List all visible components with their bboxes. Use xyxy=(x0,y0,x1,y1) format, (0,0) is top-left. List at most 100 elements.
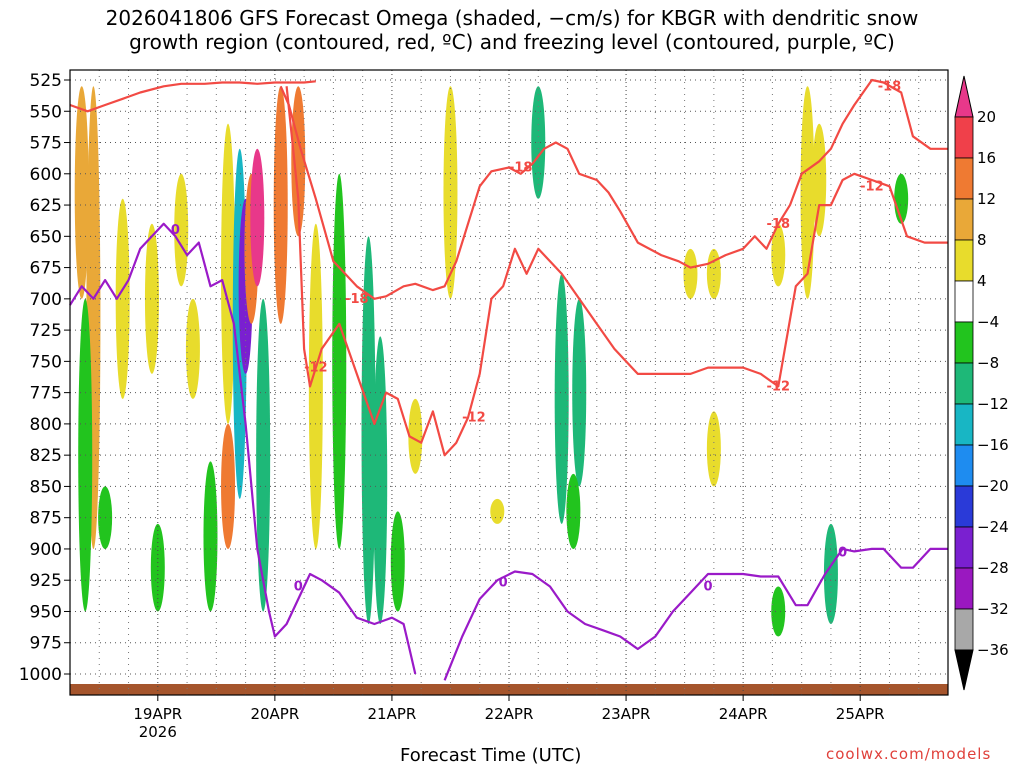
omega-shading-cell xyxy=(572,298,587,487)
contour-label: -18 xyxy=(878,79,902,94)
colorbar-label: 8 xyxy=(977,231,987,249)
colorbar-label: 12 xyxy=(977,190,996,208)
y-tick-label: 825 xyxy=(30,446,62,466)
contour-line xyxy=(69,222,417,675)
omega-shading-cell xyxy=(390,511,405,612)
chart-title: 2026041806 GFS Forecast Omega (shaded, −… xyxy=(105,6,919,54)
y-tick-label: 675 xyxy=(30,259,62,279)
colorbar-box xyxy=(954,321,974,364)
omega-shading-cell xyxy=(361,236,376,624)
contour-label: -12 xyxy=(304,361,328,376)
x-tick-label: 22APR xyxy=(485,705,534,723)
x-tick-label: 24APR xyxy=(719,705,768,723)
y-tick-label: 850 xyxy=(30,477,62,497)
y-tick-label: 900 xyxy=(30,540,62,560)
contour-labels: -18 -18 -18 -18 -12 -12 -12 -12 0 0 0 0 0 xyxy=(171,79,901,594)
colorbar-box xyxy=(954,239,974,282)
y-tick-label: 725 xyxy=(30,321,62,341)
omega-shading-cell xyxy=(566,473,581,549)
omega-shading-cell xyxy=(683,248,698,299)
omega-shading-cell xyxy=(554,273,569,524)
colorbar-box xyxy=(954,526,974,569)
y-tick-label: 700 xyxy=(30,290,62,310)
x-tick-label: 19APR xyxy=(133,705,182,723)
colorbar-bottom-arrow xyxy=(954,649,974,691)
omega-shading-cell xyxy=(443,86,458,299)
y-axis: 525 550 575 600 625 650 675 700 725 750 775 800 825 8… xyxy=(19,71,70,685)
terrain-layer xyxy=(70,684,948,695)
contour-label: -18 xyxy=(345,292,369,307)
y-tick-label: 650 xyxy=(30,227,62,247)
omega-shading-cell xyxy=(771,586,786,637)
contour-label: 0 xyxy=(703,579,712,594)
colorbar-label: 16 xyxy=(977,149,996,167)
contour-label: -12 xyxy=(860,179,884,194)
omega-shading-cell xyxy=(308,223,323,549)
y-tick-label: 575 xyxy=(30,134,62,154)
y-tick-label: 950 xyxy=(30,602,62,622)
colorbar-label: 4 xyxy=(977,272,987,290)
colorbar-box xyxy=(954,485,974,528)
omega-shading-cell xyxy=(771,223,786,287)
x-tick-label: 20APR xyxy=(250,705,299,723)
credit-link[interactable]: coolwx.com/models xyxy=(826,745,992,763)
omega-shading-cell xyxy=(221,423,236,549)
y-tick-label: 550 xyxy=(30,102,62,122)
colorbar-label: −32 xyxy=(977,600,1009,618)
x-tick-label: 25APR xyxy=(836,705,885,723)
colorbar-label: −8 xyxy=(977,354,999,372)
x-tick-label: 21APR xyxy=(368,705,417,723)
contour-label: 0 xyxy=(294,579,303,594)
y-tick-label: 800 xyxy=(30,415,62,435)
colorbar-label: −28 xyxy=(977,559,1009,577)
y-tick-label: 1000 xyxy=(19,665,62,685)
contour-label: -12 xyxy=(767,379,791,394)
contour-line xyxy=(69,80,316,113)
omega-shading-cell xyxy=(823,523,838,624)
contour-label: 0 xyxy=(171,223,180,238)
colorbar-label: −4 xyxy=(977,313,999,331)
contour-label: -18 xyxy=(509,161,533,176)
contour-line xyxy=(443,547,948,681)
omega-shading-cell xyxy=(221,123,236,424)
omega-shading-cell xyxy=(115,198,130,399)
omega-shading-cell xyxy=(800,86,815,299)
colorbar-box xyxy=(954,362,974,405)
terrain-band xyxy=(70,684,948,695)
omega-shading-cell xyxy=(74,86,89,299)
x-axis-title: Forecast Time (UTC) xyxy=(400,745,582,766)
colorbar-box xyxy=(954,198,974,241)
x-tick-sublabel: 2026 xyxy=(139,723,177,741)
y-tick-label: 975 xyxy=(30,634,62,654)
y-tick-label: 875 xyxy=(30,509,62,529)
omega-shading-cell xyxy=(408,398,423,474)
colorbar-top-arrow xyxy=(954,75,974,118)
colorbar-box xyxy=(954,444,974,487)
contour-line xyxy=(285,86,948,457)
omega-shading-cell xyxy=(203,461,218,612)
colorbar: 20 16 12 8 4 −4 −8 −12 −16 −20 −24 −28 −32 −36 xyxy=(954,75,1009,691)
y-tick-label: 525 xyxy=(30,71,62,91)
grid-layer xyxy=(70,70,948,695)
colorbar-label: −24 xyxy=(977,518,1009,536)
omega-shading-cell xyxy=(373,336,388,624)
y-tick-label: 625 xyxy=(30,196,62,216)
colorbar-label: −12 xyxy=(977,395,1009,413)
x-tick-label: 23APR xyxy=(602,705,651,723)
omega-shading-cell xyxy=(706,248,721,299)
omega-shading-cell xyxy=(185,298,200,399)
y-tick-label: 775 xyxy=(30,384,62,404)
colorbar-label: −36 xyxy=(977,641,1009,659)
y-tick-label: 750 xyxy=(30,352,62,372)
omega-shading-cell xyxy=(332,173,347,549)
y-tick-label: 925 xyxy=(30,571,62,591)
omega-shading-cell xyxy=(490,498,505,524)
omega-shading-cell xyxy=(256,298,271,612)
omega-shading-cell xyxy=(812,123,827,237)
colorbar-label: 20 xyxy=(977,108,996,126)
colorbar-box xyxy=(954,280,974,323)
contour-label: -12 xyxy=(462,411,486,426)
contour-label: 0 xyxy=(838,546,847,561)
contour-layer xyxy=(69,78,948,681)
